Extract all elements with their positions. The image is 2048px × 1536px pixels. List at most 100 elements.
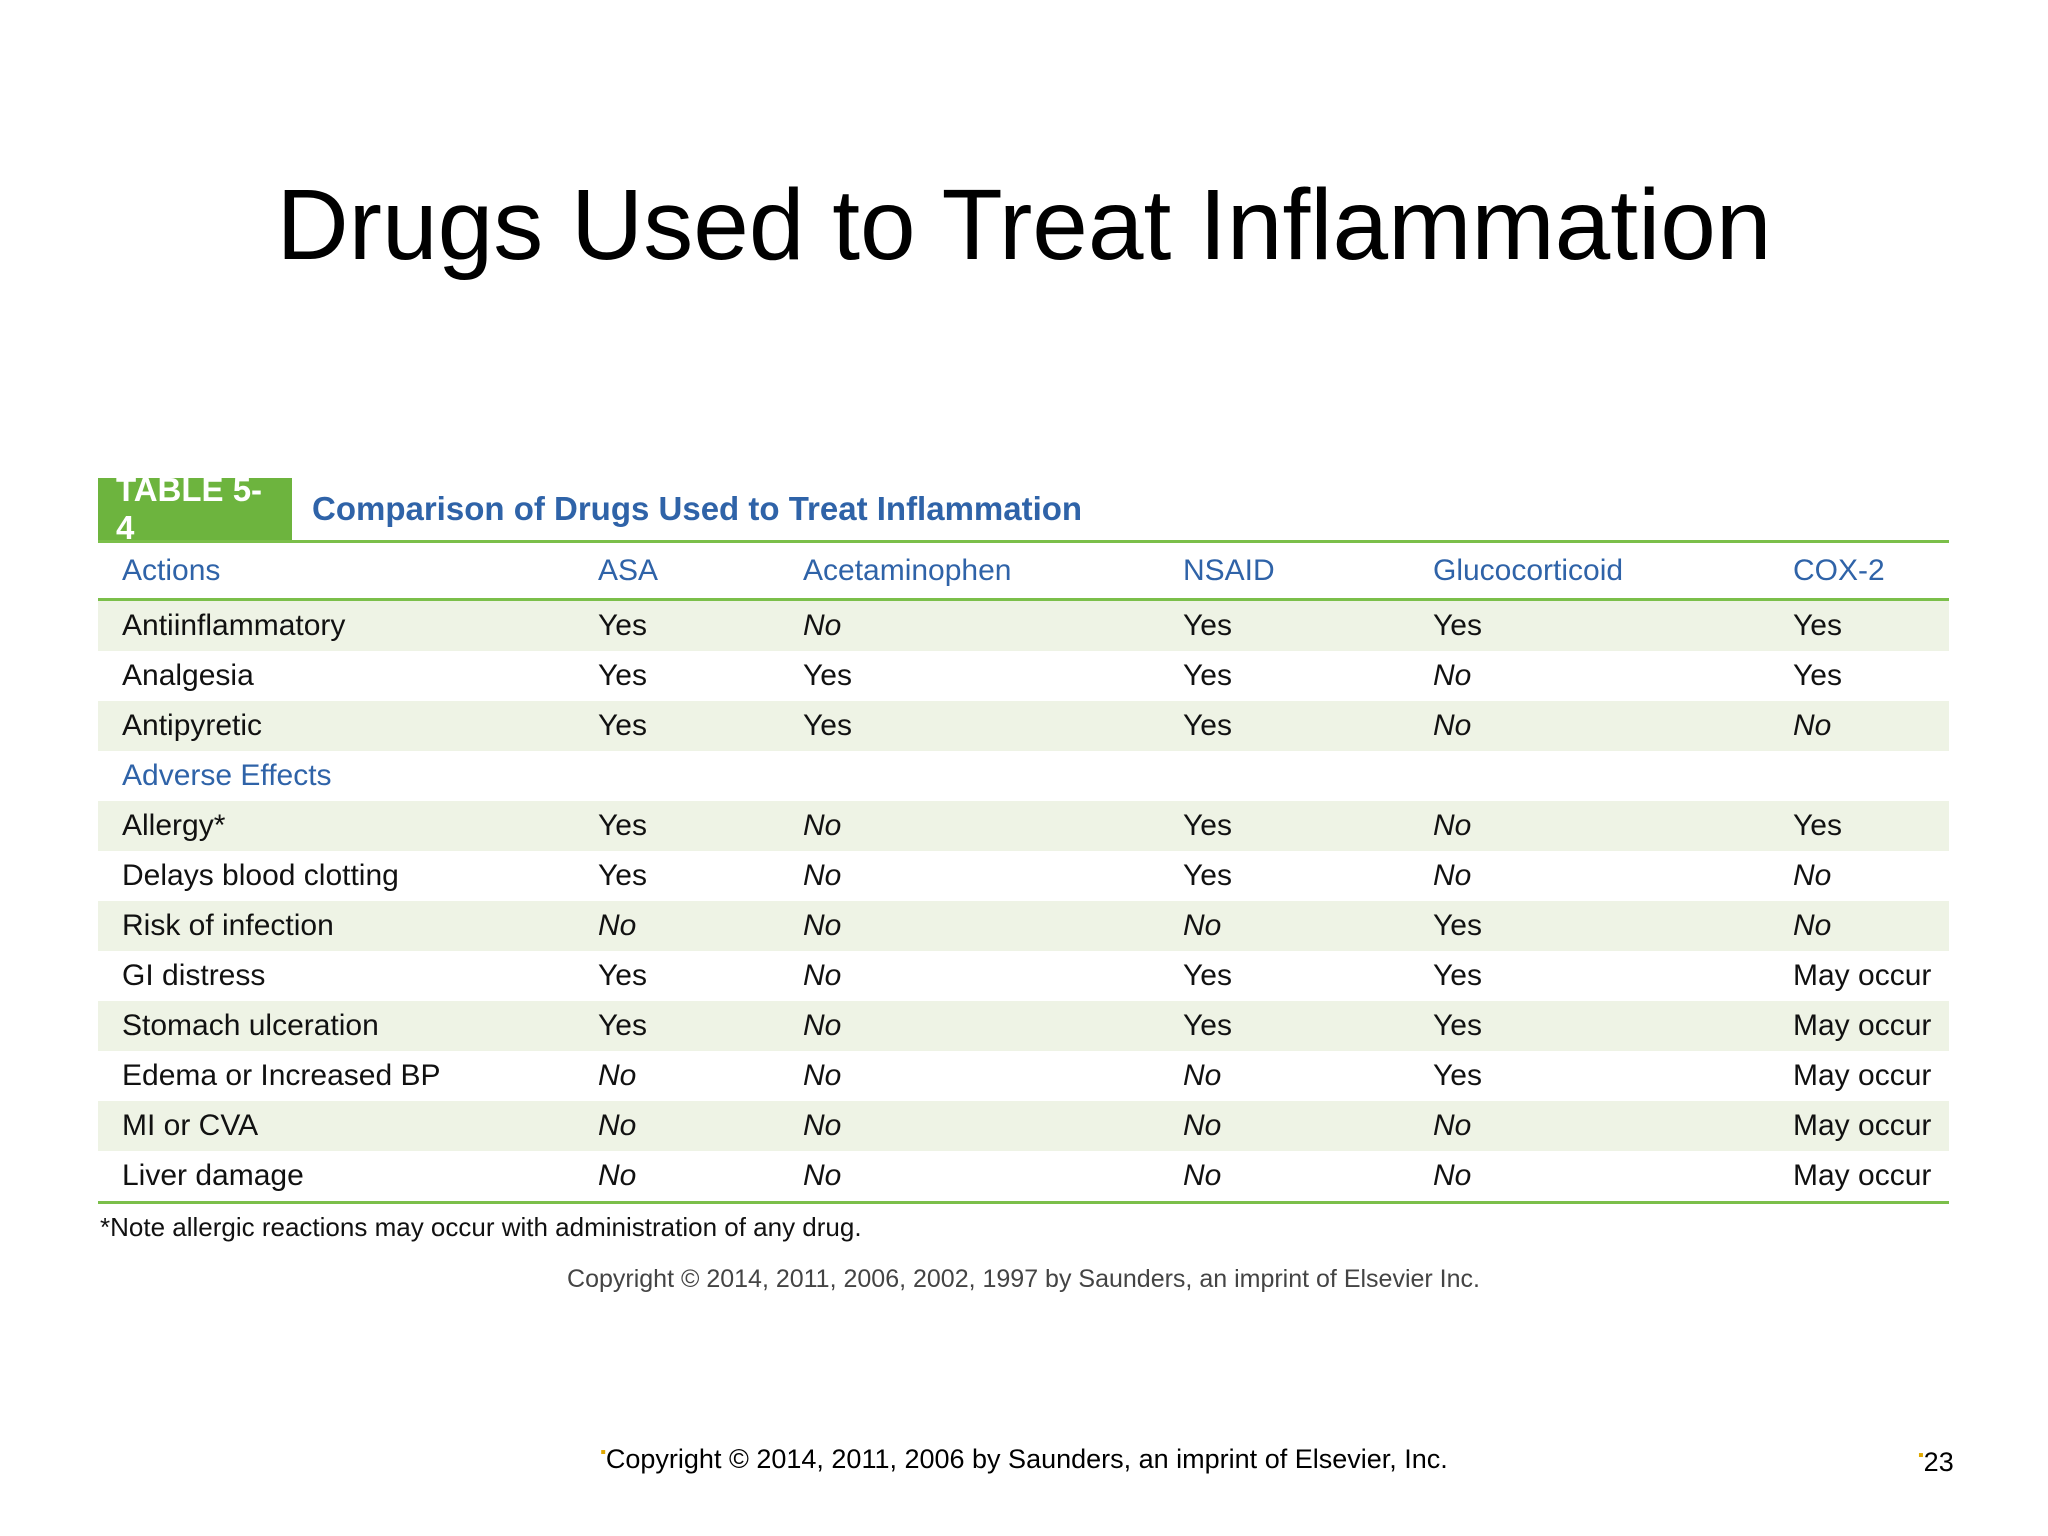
table-cell: Yes [578,1001,803,1051]
table-row: Edema or Increased BP No No No Yes May occur [98,1051,1949,1101]
table-cell: Yes [578,599,803,651]
table-cell: Yes [1433,959,1482,992]
table-cell: Yes [1433,599,1793,651]
table-cell: No [803,1001,1183,1051]
table-row: GI distress Yes No Yes Yes May occur [98,951,1949,1001]
table-cell: Yes [1183,599,1433,651]
table-cell: Yes [1793,599,1949,651]
row-label: Allergy* [98,801,578,851]
table-cell: No [803,901,1183,951]
table-caption: Comparison of Drugs Used to Treat Inflam… [312,490,1083,527]
table-cell: May occur [1793,1059,1932,1092]
row-label: Stomach ulceration [98,1001,578,1051]
table-cell: No [1433,801,1793,851]
table-cell: Yes [598,959,647,992]
table-cell: No [803,1151,1183,1204]
bullet-icon: ▪ [1918,1447,1924,1464]
table-cell: No [803,1059,842,1092]
table-cell: No [578,1101,803,1151]
column-header: COX-2 [1793,543,1949,601]
table-cell: No [1433,701,1793,751]
table-cell: Yes [1183,959,1232,992]
table-cell: No [1793,701,1949,751]
table-cell: Yes [1183,801,1433,851]
table-cell: No [598,1059,637,1092]
table-cell: Yes [803,701,1183,751]
table-copyright: Copyright © 2014, 2011, 2006, 2002, 1997… [567,1265,1480,1293]
column-header: Glucocorticoid [1433,543,1793,601]
table-header-bar: TABLE 5-4 Comparison of Drugs Used to Tr… [98,471,1949,546]
table-footnote: *Note allergic reactions may occur with … [100,1212,862,1242]
table-cell: No [803,1101,1183,1151]
table-cell [1183,751,1433,801]
page-number-value: 23 [1923,1447,1954,1477]
table-cell: No [1433,1151,1793,1204]
table-cell: No [1183,1101,1433,1151]
table-cell [1433,751,1793,801]
column-header: Acetaminophen [803,543,1183,601]
table-cell: No [578,1151,803,1204]
table-cell: No [578,901,803,951]
table-row: Risk of infection No No No Yes No [98,901,1949,951]
table-cell: May occur [1793,1151,1949,1204]
table-cell: No [803,859,842,892]
table-cell: Yes [1433,901,1793,951]
table-tag: TABLE 5-4 [98,471,292,546]
table-cell: Yes [1793,801,1949,851]
table-cell: Yes [803,659,852,692]
row-label: Risk of infection [98,901,578,951]
slide-footer: ▪Copyright © 2014, 2011, 2006 by Saunder… [0,1444,2048,1475]
table-cell: No [1183,1059,1222,1092]
table-cell: Yes [1183,701,1433,751]
slide-title: Drugs Used to Treat Inflammation [276,169,1772,281]
table-cell: Yes [1793,659,1842,692]
table-cell: Yes [1183,1001,1433,1051]
row-label: Liver damage [98,1151,578,1204]
column-header: Actions [98,543,578,601]
row-label: Antiinflammatory [98,599,578,651]
table-row: MI or CVA No No No No May occur [98,1101,1949,1151]
row-label: GI distress [122,959,266,992]
table-row: Analgesia Yes Yes Yes No Yes [98,651,1949,701]
row-label: Analgesia [122,659,254,692]
column-header: NSAID [1183,543,1433,601]
row-label: Adverse Effects [122,759,332,792]
table-cell: No [1433,1101,1793,1151]
bullet-icon: ▪ [600,1444,606,1461]
table-cell: No [803,801,1183,851]
table-cell: No [1433,659,1472,692]
table-cell: Yes [1433,1001,1793,1051]
table-cell: No [803,959,842,992]
page-number: ▪23 [1918,1447,1954,1478]
table-cell: May occur [1793,1001,1949,1051]
table-cell: No [1183,901,1433,951]
section-row: Adverse Effects [98,751,1949,801]
table-cell [803,751,1183,801]
table-row: Antiinflammatory Yes No Yes Yes Yes [98,599,1949,651]
table-cell: No [1183,1151,1433,1204]
table-row: Liver damage No No No No May occur [98,1151,1949,1204]
data-table: Actions ASA Acetaminophen NSAID Glucocor… [98,543,1949,1204]
table-cell: No [1793,859,1832,892]
column-header: ASA [578,543,803,601]
table-row: Antipyretic Yes Yes Yes No No [98,701,1949,751]
table-cell: Yes [578,701,803,751]
table-cell: Yes [1433,1059,1482,1092]
table-row: Stomach ulceration Yes No Yes Yes May occur [98,1001,1949,1051]
table-cell: No [803,599,1183,651]
table-cell [578,751,803,801]
table-cell: Yes [598,859,647,892]
table-cell [1793,751,1949,801]
table-cell: May occur [1793,1101,1949,1151]
drug-comparison-table: TABLE 5-4 Comparison of Drugs Used to Tr… [98,471,1949,1294]
column-header-row: Actions ASA Acetaminophen NSAID Glucocor… [98,543,1949,601]
row-label: Delays blood clotting [122,859,399,892]
row-label: Antipyretic [98,701,578,751]
table-cell: May occur [1793,959,1932,992]
table-cell: Yes [598,659,647,692]
row-label: Edema or Increased BP [122,1059,441,1092]
table-cell: No [1433,859,1472,892]
table-row: Delays blood clotting Yes No Yes No No [98,851,1949,901]
table-cell: Yes [1183,859,1232,892]
footer-copyright: Copyright © 2014, 2011, 2006 by Saunders… [605,1444,1448,1474]
